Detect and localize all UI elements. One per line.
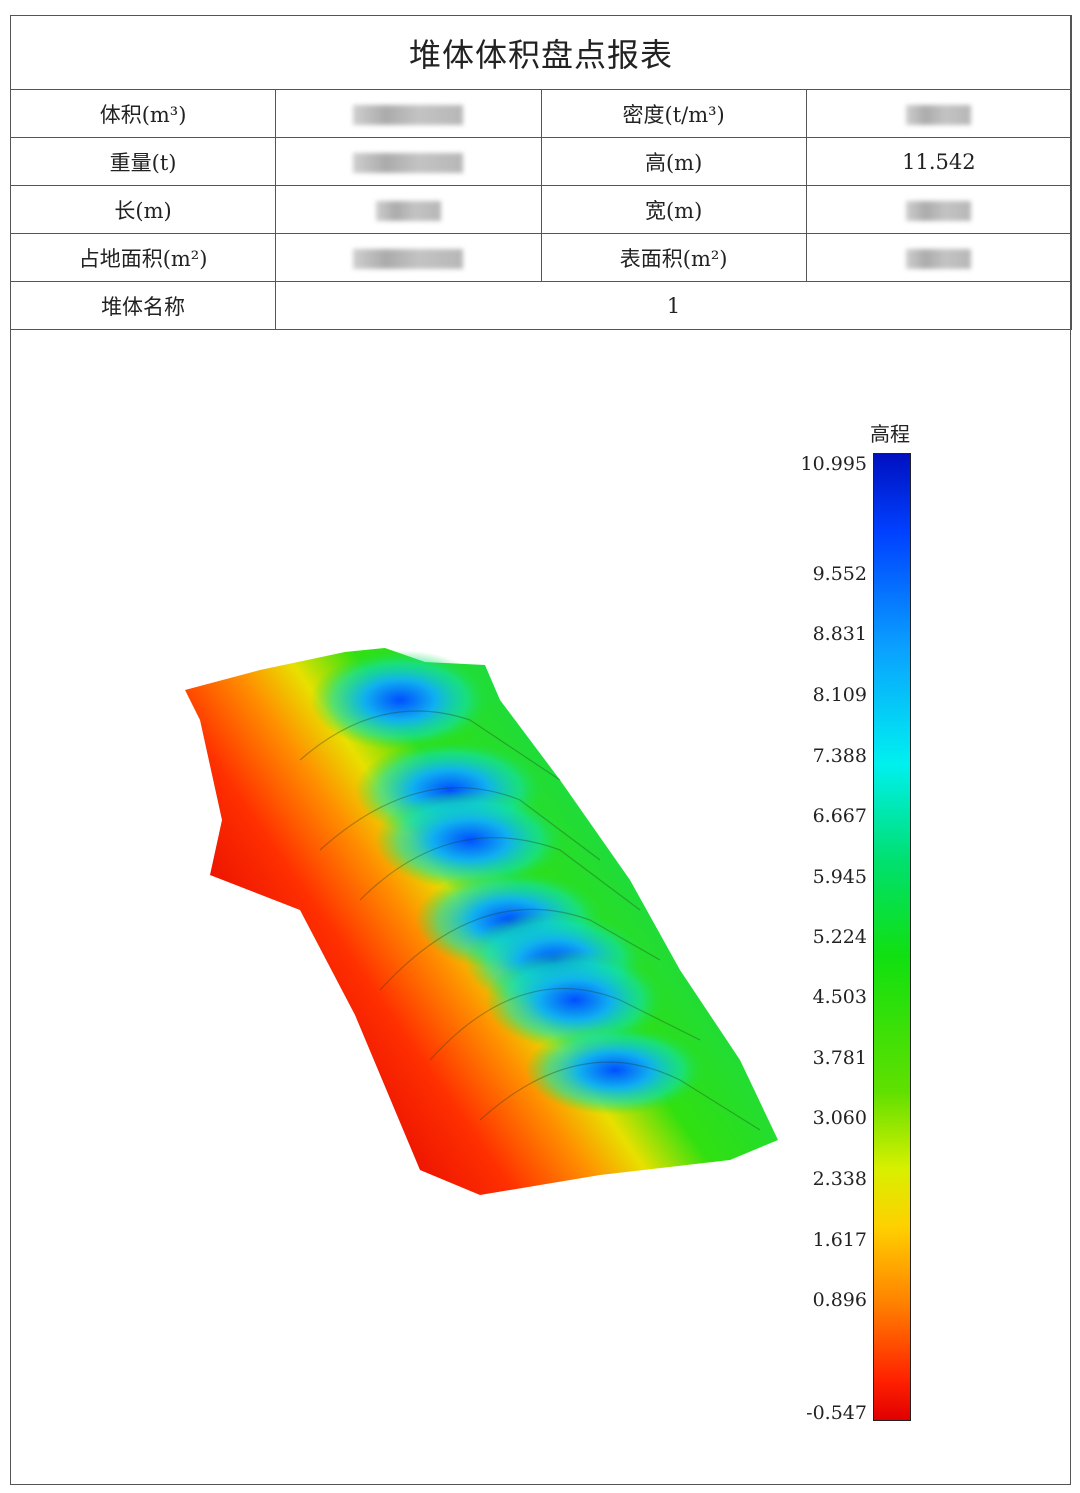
redacted-value bbox=[375, 201, 441, 221]
colorbar-tick-label: 2.338 bbox=[812, 1168, 867, 1191]
pile-ridge-lines bbox=[299, 710, 761, 1131]
report-title: 堆体体积盘点报表 bbox=[10, 15, 1072, 90]
table-row: 重量(t) 高(m) 11.542 bbox=[9, 137, 1073, 186]
redacted-value bbox=[906, 105, 972, 125]
label-pile-name: 堆体名称 bbox=[9, 281, 277, 330]
pile-elevation-render bbox=[185, 648, 778, 1195]
redacted-value bbox=[353, 249, 464, 269]
value-footprint-area bbox=[275, 233, 542, 282]
value-length bbox=[275, 185, 542, 234]
table-row: 长(m) 宽(m) bbox=[9, 185, 1073, 234]
value-height: 11.542 bbox=[805, 137, 1073, 186]
elevation-colorbar bbox=[873, 453, 911, 1421]
redacted-value bbox=[906, 249, 972, 269]
redacted-value bbox=[353, 153, 464, 173]
colorbar-tick-label: 3.060 bbox=[812, 1107, 867, 1130]
value-volume bbox=[275, 89, 542, 138]
value-weight bbox=[275, 137, 542, 186]
redacted-value bbox=[906, 201, 972, 221]
report-table: 堆体体积盘点报表 体积(m³) 密度(t/m³) 重量(t) 高(m) 11.5… bbox=[9, 15, 1073, 330]
label-volume: 体积(m³) bbox=[9, 89, 277, 138]
colorbar-tick-label: 4.503 bbox=[812, 986, 867, 1009]
label-surface-area: 表面积(m²) bbox=[540, 233, 807, 282]
colorbar-tick-label: 5.945 bbox=[812, 865, 867, 888]
colorbar-tick-label: 5.224 bbox=[812, 926, 867, 948]
table-row: 占地面积(m²) 表面积(m²) bbox=[9, 233, 1073, 282]
colorbar-tick-label: -0.547 bbox=[806, 1402, 867, 1424]
redacted-value bbox=[353, 105, 464, 125]
label-density: 密度(t/m³) bbox=[540, 89, 807, 138]
colorbar-tick-label: 7.388 bbox=[812, 744, 867, 767]
label-height: 高(m) bbox=[540, 137, 807, 186]
value-width bbox=[805, 185, 1073, 234]
colorbar-tick-label: 3.781 bbox=[812, 1047, 867, 1070]
colorbar-title: 高程 bbox=[870, 422, 910, 446]
label-width: 宽(m) bbox=[540, 185, 807, 234]
label-footprint-area: 占地面积(m²) bbox=[9, 233, 277, 282]
value-density bbox=[805, 89, 1073, 138]
colorbar-tick-label: 8.109 bbox=[812, 684, 867, 707]
label-weight: 重量(t) bbox=[9, 137, 277, 186]
colorbar-tick-label: 8.831 bbox=[812, 623, 867, 646]
table-row: 体积(m³) 密度(t/m³) bbox=[9, 89, 1073, 138]
colorbar-tick-label: 9.552 bbox=[812, 563, 867, 586]
colorbar-tick-label: 6.667 bbox=[812, 804, 867, 827]
colorbar-tick-label: 10.995 bbox=[800, 453, 867, 475]
value-surface-area bbox=[805, 233, 1073, 282]
label-length: 长(m) bbox=[9, 185, 277, 234]
value-pile-name: 1 bbox=[275, 281, 1072, 330]
colorbar-tick-label: 0.896 bbox=[812, 1288, 867, 1311]
pile-peaks bbox=[310, 650, 705, 1115]
table-row: 堆体名称 1 bbox=[9, 281, 1072, 330]
colorbar-tick-label: 1.617 bbox=[812, 1228, 867, 1251]
